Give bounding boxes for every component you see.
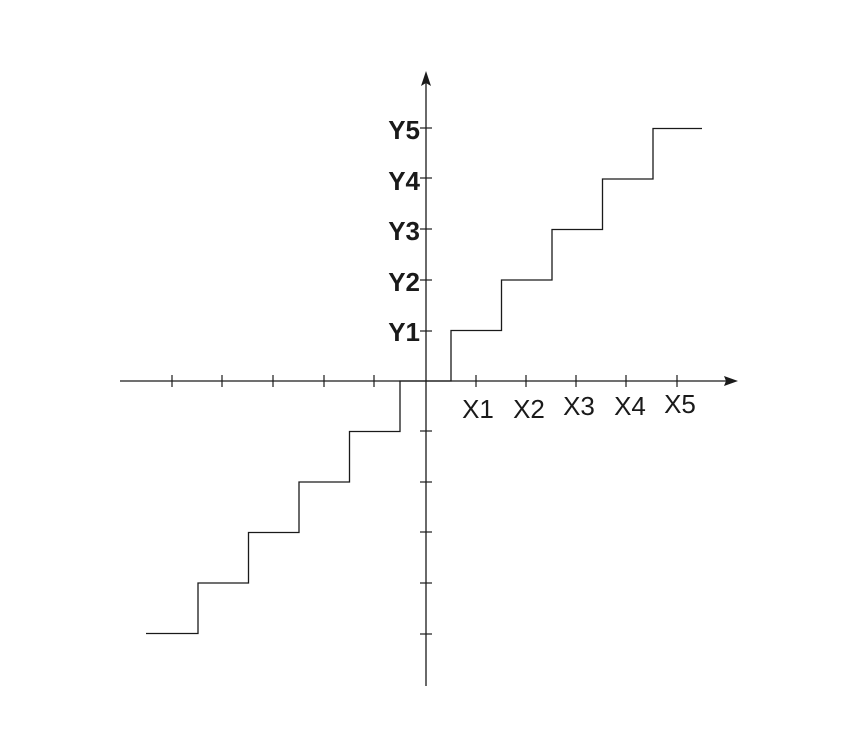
x-label-2: X2	[513, 394, 545, 424]
x-axis-arrowhead	[724, 376, 738, 386]
x-axis-ticks	[171, 375, 678, 387]
y-axis-arrowhead	[421, 71, 431, 86]
staircase-negative	[146, 380, 426, 635]
y-label-3: Y3	[388, 216, 420, 246]
y-label-2: Y2	[388, 267, 420, 297]
x-label-3: X3	[563, 391, 595, 421]
y-label-1: Y1	[388, 317, 420, 347]
x-label-1: X1	[462, 394, 494, 424]
y-label-5: Y5	[388, 115, 420, 145]
x-label-4: X4	[614, 391, 646, 421]
y-label-4: Y4	[388, 166, 420, 196]
x-label-5: X5	[664, 389, 696, 419]
staircase-positive	[426, 127, 702, 382]
y-axis-ticks	[420, 127, 432, 635]
